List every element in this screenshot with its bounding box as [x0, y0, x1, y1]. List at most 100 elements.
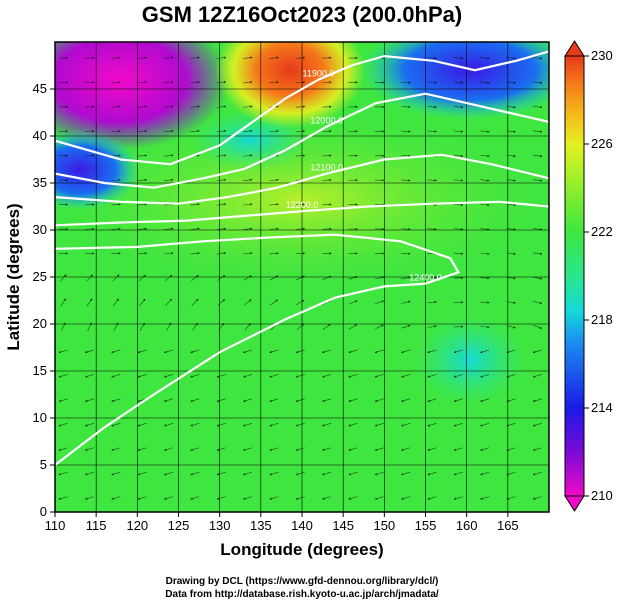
streamline-arrow — [480, 496, 490, 500]
streamline-arrow — [374, 349, 384, 354]
contour-label: 12000.0 — [310, 116, 343, 126]
streamline-arrow — [269, 447, 279, 451]
streamline-arrow — [164, 80, 174, 84]
streamline-arrow — [216, 447, 226, 451]
streamline-arrow — [348, 496, 358, 500]
streamline-arrow — [269, 422, 279, 427]
streamline-arrow — [374, 447, 384, 451]
streamline-arrow — [506, 374, 516, 378]
streamline-arrow — [348, 300, 358, 305]
streamline-arrow — [137, 129, 148, 133]
streamline-arrow — [453, 398, 463, 403]
streamline-arrow — [453, 154, 464, 158]
streamline-arrow — [190, 447, 200, 451]
streamline-arrow — [84, 471, 94, 476]
streamline-arrow — [295, 447, 305, 451]
streamline-arrow — [453, 374, 463, 378]
streamline-arrow — [453, 422, 463, 427]
chart-title: GSM 12Z16Oct2023 (200.0hPa) — [142, 2, 462, 27]
streamline-arrow — [453, 203, 464, 207]
y-tick-label: 30 — [33, 222, 47, 237]
streamline-arrow — [139, 298, 146, 307]
credit-data: Data from http://database.rish.kyoto-u.a… — [165, 589, 439, 600]
streamline-arrow — [111, 252, 121, 255]
streamline-arrow — [453, 252, 464, 255]
streamline-arrow — [86, 298, 93, 307]
streamline-arrow — [427, 471, 437, 476]
streamline-arrow — [295, 496, 305, 500]
x-axis-ticks: 110 115 120 125 130 135 140 145 150 155 160 165 — [45, 512, 519, 533]
colorbar-bottom-cap — [564, 495, 585, 512]
y-tick-label: 0 — [40, 504, 47, 519]
x-tick-label: 160 — [456, 518, 478, 533]
streamline-arrow — [506, 252, 516, 255]
y-tick-label: 5 — [40, 457, 47, 472]
streamline-arrow — [480, 301, 490, 304]
streamline-arrow — [243, 178, 253, 182]
colorbar-tick-label: 218 — [591, 312, 613, 327]
streamline-arrow — [322, 374, 332, 378]
streamline-arrow — [295, 105, 306, 108]
streamline-arrow — [506, 105, 516, 109]
y-axis-label: Latitude (degrees) — [4, 203, 23, 350]
streamline-arrow — [374, 374, 384, 378]
streamline-arrow — [480, 374, 490, 378]
streamline-arrow — [532, 496, 542, 500]
streamline-arrow — [243, 56, 253, 59]
streamline-arrow — [243, 275, 252, 281]
streamline-arrow — [295, 252, 306, 255]
streamline-arrow — [532, 471, 542, 476]
streamline-arrow — [427, 398, 437, 403]
x-tick-label: 110 — [45, 518, 66, 533]
streamline-arrow — [506, 471, 516, 476]
streamline-arrow — [165, 322, 172, 331]
streamline-arrow — [58, 374, 68, 378]
streamline-arrow — [427, 130, 437, 133]
streamline-arrow — [401, 447, 411, 451]
streamline-arrow — [506, 496, 516, 500]
streamline-arrow — [137, 496, 147, 500]
streamline-arrow — [506, 422, 516, 427]
y-tick-label: 40 — [33, 128, 47, 143]
streamline-arrow — [401, 374, 411, 378]
streamline-arrow — [453, 496, 463, 500]
streamline-arrow — [217, 275, 226, 281]
streamline-arrow — [480, 81, 490, 84]
streamline-arrow — [506, 447, 516, 451]
streamline-arrow — [480, 179, 490, 182]
streamline-arrow — [322, 496, 332, 500]
streamline-arrow — [163, 349, 174, 354]
streamline-arrow — [216, 105, 227, 108]
streamline-arrow — [295, 398, 305, 403]
streamline-arrow — [243, 154, 253, 157]
streamline-arrow — [137, 105, 148, 108]
streamline-arrow — [295, 81, 306, 84]
contour-line — [55, 50, 549, 166]
x-tick-label: 140 — [291, 518, 313, 533]
streamline-arrow — [296, 323, 305, 331]
streamline-arrow — [58, 471, 68, 476]
streamline-arrow — [348, 471, 358, 476]
streamline-arrow — [216, 154, 227, 157]
streamline-arrow — [60, 298, 67, 307]
streamline-arrow — [427, 422, 437, 427]
streamline-arrow — [243, 80, 253, 84]
streamline-arrow — [216, 471, 226, 476]
colorbar-tick-label: 226 — [591, 136, 613, 151]
streamline-arrow — [453, 228, 464, 231]
streamline-arrow — [191, 274, 199, 281]
streamline-arrow — [269, 349, 279, 354]
streamline-arrow — [163, 398, 174, 403]
streamline-arrow — [453, 179, 464, 182]
streamline-arrow — [480, 471, 490, 476]
streamline-arrow — [427, 496, 437, 500]
streamline-arrow — [137, 80, 148, 84]
streamline-arrow — [295, 129, 306, 133]
streamline-arrow — [532, 130, 543, 133]
streamline-arrow — [269, 227, 279, 231]
y-tick-label: 45 — [33, 81, 47, 96]
streamline-arrow — [163, 447, 174, 451]
streamline-arrow — [112, 298, 119, 307]
field-blob-magenta — [55, 42, 230, 150]
streamline-arrow — [322, 447, 332, 451]
